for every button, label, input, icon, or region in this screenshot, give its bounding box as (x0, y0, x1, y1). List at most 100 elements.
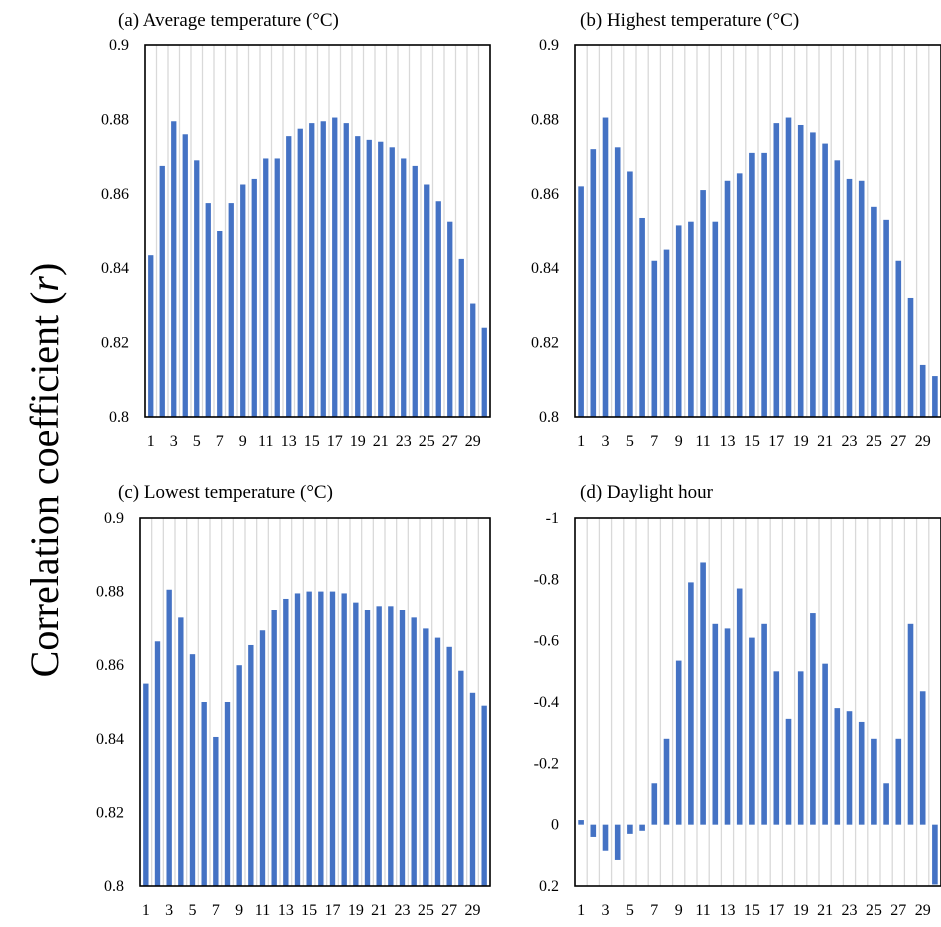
bar-day-15 (306, 591, 312, 886)
y-tick-label: 0.2 (539, 878, 559, 895)
bar-day-2 (590, 824, 597, 837)
bar-day-28 (907, 297, 914, 417)
bar-day-21 (378, 141, 384, 417)
x-tick-label: 7 (212, 902, 220, 919)
x-tick-label: 3 (170, 433, 178, 450)
y-tick-label: -0.6 (534, 633, 559, 650)
x-tick-label: 11 (255, 902, 270, 919)
bar-day-22 (389, 147, 395, 418)
bar-day-18 (341, 593, 347, 886)
chart-title: (c) Lowest temperature (°C) (118, 482, 333, 503)
y-tick-label: 0.9 (109, 37, 129, 54)
bar-day-16 (761, 623, 767, 825)
bar-day-29 (919, 691, 926, 825)
x-tick-label: 11 (695, 433, 710, 450)
bar-day-12 (712, 623, 719, 825)
x-tick-label: 7 (650, 433, 658, 450)
bar-day-23 (846, 178, 853, 417)
x-tick-label: 15 (744, 433, 760, 450)
x-tick-label: 21 (371, 902, 387, 919)
x-tick-label: 1 (142, 902, 150, 919)
bar-day-19 (355, 136, 361, 417)
y-tick-label: -0.8 (534, 571, 559, 588)
chart-panel-highest-temperature: (b) Highest temperature (°C) 0.8 0.82 0.84 0… (531, 10, 941, 450)
bar-day-10 (688, 221, 694, 417)
bar-day-25 (871, 206, 877, 417)
y-tick-label: 0.88 (101, 111, 129, 128)
bar-day-9 (675, 225, 682, 417)
bar-day-4 (182, 134, 188, 417)
bar-day-13 (724, 180, 731, 417)
bar-day-23 (399, 610, 406, 886)
bar-day-16 (318, 591, 324, 886)
bar-day-17 (773, 123, 780, 418)
x-tick-label: 23 (842, 902, 858, 919)
y-tick-label: 0.9 (104, 510, 124, 527)
y-tick-label: 0.8 (539, 409, 559, 426)
bar-day-13 (283, 598, 289, 886)
bar-day-3 (166, 589, 172, 886)
bar-day-24 (858, 721, 865, 825)
bar-day-9 (240, 184, 246, 417)
bar-day-12 (712, 221, 719, 417)
x-tick-label: 15 (744, 902, 760, 919)
bar-day-7 (213, 736, 219, 886)
bar-day-29 (919, 364, 926, 417)
x-tick-label: 29 (465, 433, 481, 450)
bar-day-4 (614, 824, 621, 860)
y-tick-label: 0.8 (109, 409, 129, 426)
x-tick-label: 21 (817, 433, 833, 450)
bar-day-19 (797, 671, 804, 825)
bar-day-22 (834, 708, 841, 825)
bar-day-30 (481, 327, 487, 417)
x-tick-label: 19 (348, 902, 364, 919)
y-tick-label: 0 (551, 817, 559, 834)
y-tick-label: 0.84 (101, 260, 129, 277)
bar-day-9 (236, 665, 242, 886)
bar-day-27 (895, 260, 902, 417)
bar-day-13 (286, 136, 292, 417)
bar-day-4 (614, 147, 621, 418)
bar-day-1 (578, 820, 584, 825)
bar-day-8 (224, 702, 231, 886)
x-tick-label: 21 (373, 433, 389, 450)
bar-day-30 (932, 376, 938, 417)
x-tick-label: 13 (278, 902, 294, 919)
x-tick-label: 29 (465, 902, 481, 919)
x-tick-label: 11 (695, 902, 710, 919)
bar-day-18 (785, 718, 792, 825)
bar-day-21 (376, 606, 382, 886)
bar-day-20 (810, 132, 816, 418)
bar-day-26 (434, 637, 441, 886)
x-tick-label: 11 (258, 433, 273, 450)
bar-day-15 (309, 123, 315, 418)
x-tick-label: 5 (626, 433, 634, 450)
bar-day-16 (761, 152, 767, 417)
y-tick-label: 0.8 (104, 878, 124, 895)
bar-day-2 (590, 149, 597, 417)
bar-day-7 (651, 260, 658, 417)
bar-day-27 (895, 738, 902, 825)
x-tick-label: 25 (418, 902, 434, 919)
bar-day-22 (834, 160, 841, 417)
bar-day-17 (329, 591, 336, 886)
x-tick-label: 13 (720, 902, 736, 919)
x-tick-label: 27 (890, 902, 906, 919)
bar-day-24 (858, 180, 865, 417)
bar-day-19 (797, 124, 804, 417)
x-tick-label: 17 (768, 433, 784, 450)
x-tick-label: 19 (793, 433, 809, 450)
x-tick-label: 27 (441, 902, 457, 919)
bar-day-14 (736, 173, 743, 417)
bar-day-25 (423, 628, 429, 886)
x-tick-label: 23 (842, 433, 858, 450)
plot-area-border (574, 44, 941, 418)
x-tick-label: 23 (396, 433, 412, 450)
bar-day-20 (366, 139, 372, 418)
x-tick-label: 3 (165, 902, 173, 919)
x-tick-label: 1 (147, 433, 155, 450)
y-tick-label: 0.84 (96, 731, 124, 748)
chart-title: (d) Daylight hour (580, 482, 714, 503)
bar-day-5 (189, 654, 196, 886)
chart-panel-average-temperature: (a) Average temperature (°C) 0.8 0.82 0.84 0… (101, 10, 491, 450)
